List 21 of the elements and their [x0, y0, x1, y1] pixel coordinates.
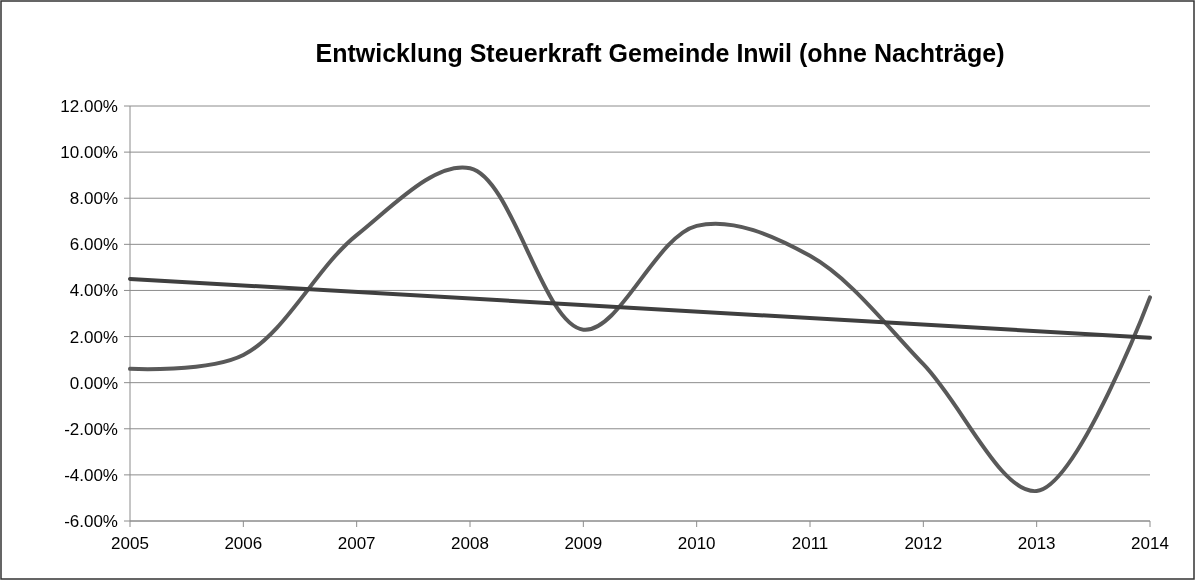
x-tick-label: 2008 [451, 534, 489, 553]
y-tick-label: -6.00% [64, 511, 118, 531]
x-tick-label: 2010 [677, 534, 716, 553]
x-tick-label: 2011 [791, 534, 829, 553]
y-tick-label: 2.00% [69, 327, 118, 347]
chart-title: Entwicklung Steuerkraft Gemeinde Inwil (ohne Nachträge) [315, 39, 1005, 67]
y-tick-label: -4.00% [64, 465, 118, 485]
x-tick-label: 2007 [337, 534, 376, 553]
x-tick-label: 2009 [564, 534, 603, 553]
y-tick-label: 6.00% [69, 235, 118, 255]
x-tick-label: 2013 [1017, 534, 1056, 553]
x-tick-label: 2006 [224, 534, 263, 553]
y-tick-label: 4.00% [69, 281, 118, 301]
x-tick-label: 2014 [1131, 534, 1169, 553]
x-tick-label: 2005 [111, 534, 149, 553]
y-tick-label: 10.00% [60, 143, 118, 163]
x-tick-label: 2012 [904, 534, 943, 553]
y-tick-label: 0.00% [69, 373, 118, 393]
y-tick-label: 12.00% [60, 96, 118, 116]
y-tick-label: 8.00% [69, 189, 118, 209]
y-tick-label: -2.00% [64, 419, 118, 439]
